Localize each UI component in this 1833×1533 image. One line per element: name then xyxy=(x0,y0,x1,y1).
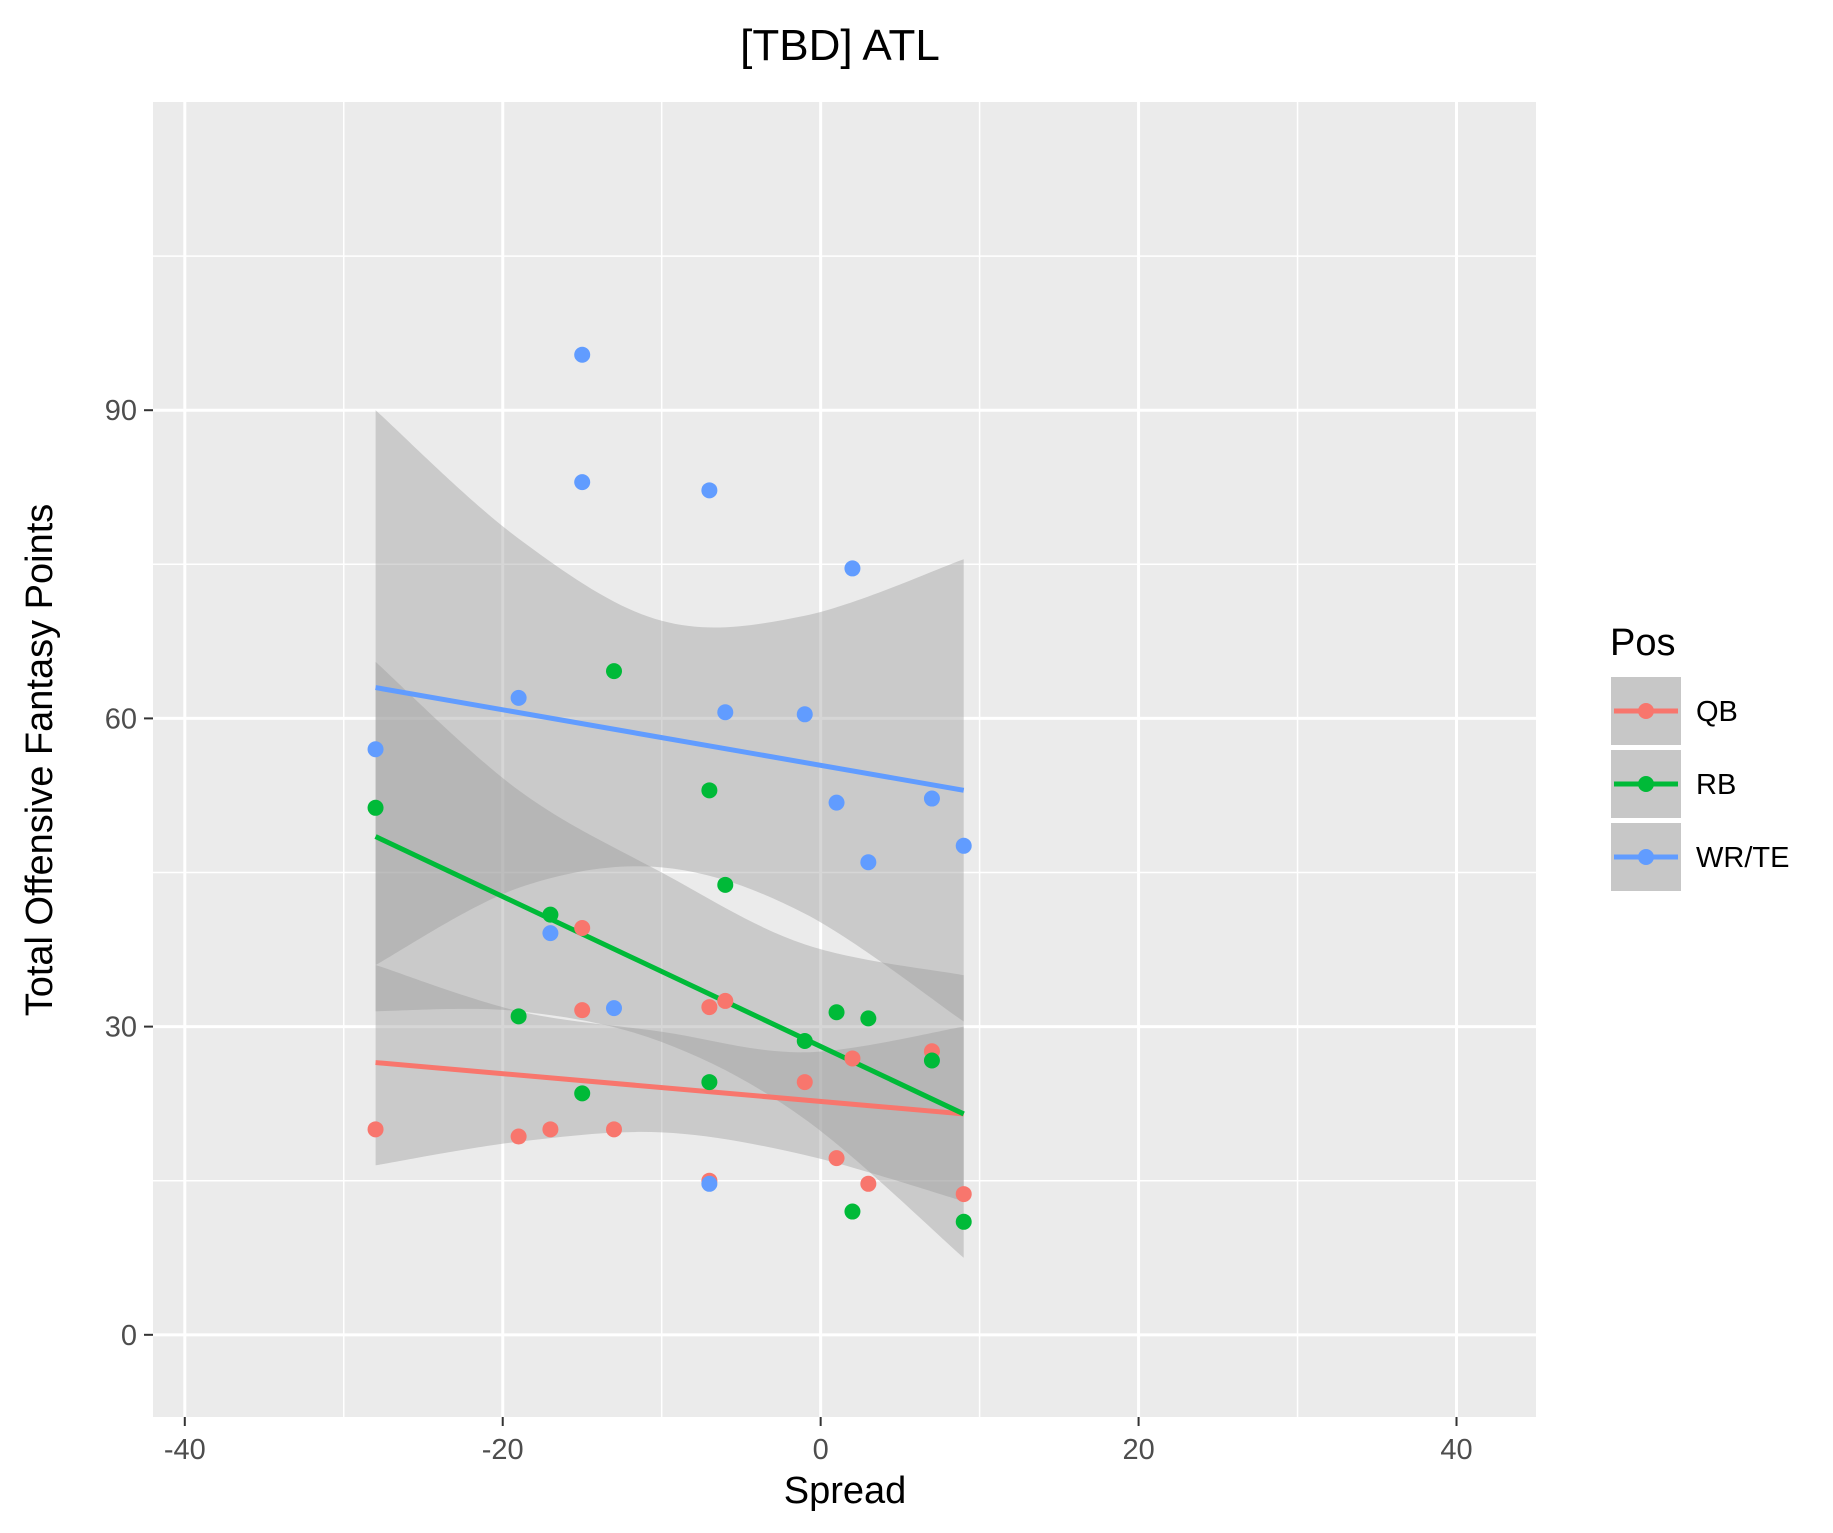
fit-lines xyxy=(374,685,965,1117)
legend-label-wrte: WR/TE xyxy=(1696,842,1789,874)
x-tick-label: 0 xyxy=(813,1434,829,1466)
data-point-rb xyxy=(574,1085,591,1102)
data-point-qb xyxy=(955,1186,972,1203)
data-point-wrte xyxy=(574,346,591,363)
data-point-qb xyxy=(844,1050,861,1067)
y-axis-title: Total Offensive Fantasy Points xyxy=(19,504,61,1017)
data-point-rb xyxy=(367,799,384,816)
legend: Pos QB RB WR/TE xyxy=(1609,622,1789,893)
data-point-wrte xyxy=(574,474,591,491)
data-point-qb xyxy=(701,999,718,1016)
legend-point-rb xyxy=(1638,776,1654,792)
data-point-wrte xyxy=(510,689,527,706)
fit-line-wrte xyxy=(375,685,965,793)
x-tick-label: 40 xyxy=(1440,1434,1472,1466)
fit-line-qb xyxy=(375,1060,964,1117)
data-point-qb xyxy=(367,1121,384,1138)
y-tick-label: 60 xyxy=(105,703,137,735)
data-point-qb xyxy=(574,1002,591,1019)
grid-minor xyxy=(153,102,1536,1417)
data-point-qb xyxy=(574,919,591,936)
data-point-rb xyxy=(606,663,622,680)
data-point-wrte xyxy=(606,1000,622,1017)
legend-title: Pos xyxy=(1610,622,1675,664)
data-point-rb xyxy=(844,1203,861,1220)
x-tick-label: 20 xyxy=(1122,1434,1154,1466)
data-point-rb xyxy=(923,1052,940,1069)
data-point-wrte xyxy=(796,706,813,723)
data-point-wrte xyxy=(701,482,718,499)
data-point-wrte xyxy=(860,854,877,871)
data-point-wrte xyxy=(828,794,845,811)
x-tick-label: -20 xyxy=(482,1434,524,1466)
y-axis: 0 30 60 90 xyxy=(105,395,153,1352)
data-point-rb xyxy=(860,1010,877,1027)
y-tick-label: 90 xyxy=(105,395,137,427)
x-tick-label: -40 xyxy=(164,1434,206,1466)
chart-title: [TBD] ATL xyxy=(740,21,940,70)
plot-panel xyxy=(153,102,1536,1417)
confidence-bands xyxy=(375,410,964,1258)
data-point-wrte xyxy=(367,741,384,758)
data-point-rb xyxy=(701,1074,718,1091)
data-point-wrte xyxy=(701,1175,718,1192)
data-points xyxy=(367,346,972,1230)
data-point-rb xyxy=(510,1008,527,1025)
confidence-band-wrte xyxy=(375,410,964,1022)
panel-background xyxy=(153,102,1536,1417)
data-point-wrte xyxy=(923,790,940,807)
data-point-rb xyxy=(701,782,718,799)
data-point-qb xyxy=(828,1150,845,1167)
confidence-band-qb xyxy=(375,965,964,1202)
data-point-wrte xyxy=(844,560,861,577)
y-tick-label: 30 xyxy=(105,1012,137,1044)
data-point-wrte xyxy=(717,704,734,721)
legend-label-qb: QB xyxy=(1696,696,1738,728)
data-point-rb xyxy=(542,906,559,923)
x-axis: -40 -20 0 20 40 xyxy=(164,1417,1473,1466)
x-axis-title: Spread xyxy=(784,1470,907,1512)
data-point-rb xyxy=(717,876,734,893)
data-point-qb xyxy=(510,1128,527,1145)
data-point-wrte xyxy=(542,925,559,942)
data-point-qb xyxy=(717,992,734,1009)
legend-label-rb: RB xyxy=(1696,769,1736,801)
data-point-qb xyxy=(796,1074,813,1091)
data-point-qb xyxy=(606,1121,622,1138)
data-point-rb xyxy=(955,1213,972,1230)
data-point-wrte xyxy=(955,837,972,854)
y-tick-label: 0 xyxy=(121,1320,137,1352)
data-point-rb xyxy=(828,1004,845,1021)
confidence-band-rb xyxy=(375,661,964,1258)
grid-major xyxy=(153,102,1536,1417)
legend-point-wrte xyxy=(1638,849,1654,865)
data-point-qb xyxy=(542,1121,559,1138)
fit-line-rb xyxy=(374,834,965,1117)
legend-point-qb xyxy=(1638,703,1654,719)
data-point-rb xyxy=(796,1032,813,1049)
data-point-qb xyxy=(860,1175,877,1192)
